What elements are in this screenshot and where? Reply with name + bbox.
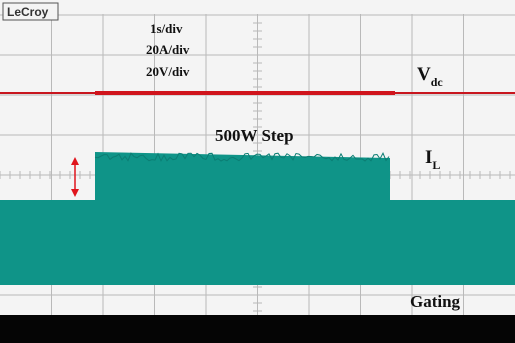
step-label: 500W Step [215,126,294,145]
status-bar [0,315,515,343]
time-scale: 1s/div [150,21,183,36]
gating-label: Gating [410,292,461,311]
il-main: I [425,147,432,168]
vdc-main: V [417,64,431,85]
il-sub: L [432,158,440,172]
voltage-scale: 20V/div [146,64,190,79]
scope-screen: LeCroy 1s/div 20A/div 20V/div Vdc 500W S… [0,0,515,343]
vdc-sub: dc [431,75,444,89]
current-scale: 20A/div [146,42,190,57]
brand: LeCroy [7,5,49,19]
